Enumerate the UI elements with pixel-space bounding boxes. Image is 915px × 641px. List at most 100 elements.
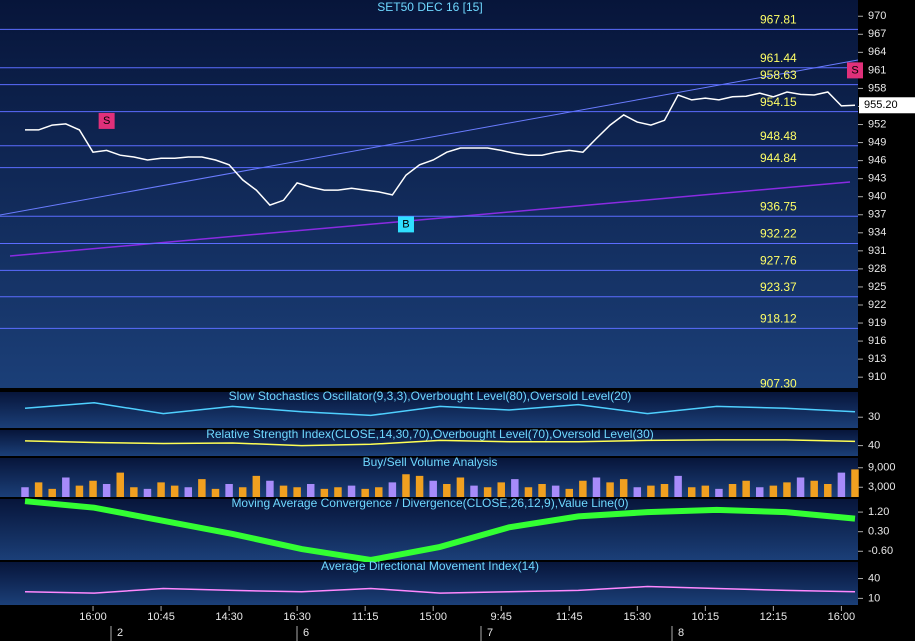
volume-bar [48,488,56,497]
volume-bar [415,475,424,497]
volume-bar [592,477,601,497]
data-line [25,91,856,206]
volume-bar [184,487,193,497]
signal-marker [847,62,863,79]
level-label: 923.37 [760,280,797,294]
volume-bar [320,488,329,497]
volume-bar [225,484,233,497]
level-label: 954.15 [760,95,797,109]
volume-bar [279,485,288,497]
volume-bar [443,484,451,497]
chart-title: SET50 DEC 16 [15] [377,0,482,14]
volume-bar [388,482,397,497]
y-tick-label: 925 [868,281,886,293]
panel-title: Slow Stochastics Oscillator(9,3,3),Overb… [229,389,632,403]
volume-bar [157,482,165,497]
data-line [24,498,856,564]
y-tick-label: 919 [868,317,886,329]
panel [0,458,858,497]
volume-bar [551,485,560,497]
x-tick-label: 12:15 [760,611,788,623]
volume-bar [211,488,220,497]
signal-label: S [851,64,858,76]
volume-bar [293,487,301,497]
volume-bar [306,484,315,497]
volume-bar [851,469,859,497]
volume-bar [824,484,832,497]
level-label: 948.48 [760,129,797,143]
y-tick-label: 3,000 [868,481,896,493]
y-tick-label: 931 [868,245,886,257]
day-label: 6 [303,627,309,639]
y-tick-label: 967 [868,28,886,40]
volume-bar [538,484,546,497]
signal-label: B [402,218,409,230]
volume-bar [579,480,587,497]
volume-bar [674,475,682,497]
volume-bar [715,488,723,497]
volume-bar [252,475,261,497]
volume-bar [619,479,628,497]
volume-bar [810,480,818,497]
volume-bar [511,479,519,497]
volume-bar [62,477,70,497]
y-tick-label: 9,000 [868,462,896,474]
y-tick-label: 916 [868,335,886,347]
day-label: 7 [487,627,493,639]
panel-title: Average Directional Movement Index(14) [321,559,539,573]
y-tick-label: 30 [868,411,880,423]
y-tick-label: 922 [868,299,886,311]
level-label: 958.63 [760,68,797,82]
panel-title: Buy/Sell Volume Analysis [363,455,498,469]
data-line [24,402,856,417]
y-tick-label: 961 [868,64,886,76]
panel-title: Moving Average Convergence / Divergence(… [231,496,628,510]
main-panel [0,0,858,388]
x-tick-label: 10:15 [692,611,720,623]
last-price-label: 955.20 [864,99,898,111]
y-tick-label: 940 [868,191,886,203]
volume-bar [728,484,737,497]
x-tick-label: 10:45 [147,611,175,623]
y-tick-label: -0.60 [868,545,893,557]
volume-bar [21,487,29,497]
trend-line [0,59,859,216]
signal-marker [98,112,115,129]
level-label: 967.81 [760,13,797,27]
y-tick-label: 928 [868,263,886,275]
y-tick-label: 913 [868,353,886,365]
volume-bar [456,477,465,497]
volume-bar [334,487,342,497]
signal-label: S [103,115,110,127]
level-label: 932.22 [760,227,797,241]
y-tick-label: 937 [868,209,886,221]
volume-bar [375,487,383,497]
x-tick-label: 16:00 [828,611,856,623]
volume-bar [742,480,750,497]
x-tick-label: 16:30 [283,611,311,623]
volume-bar [347,485,356,497]
y-tick-label: 943 [868,173,886,185]
x-tick-label: 16:00 [79,611,107,623]
volume-bar [102,484,111,497]
volume-bar [130,487,138,497]
volume-bar [796,477,805,497]
y-tick-label: 946 [868,155,886,167]
volume-bar [701,485,710,497]
level-label: 961.44 [760,51,797,65]
panel [0,562,858,605]
panel-title: Relative Strength Index(CLOSE,14,30,70),… [206,427,654,441]
day-label: 2 [117,627,123,639]
level-label: 907.30 [760,377,797,391]
volume-bar [34,482,43,497]
volume-bar [483,487,492,497]
data-line [24,439,856,447]
day-label: 8 [678,627,684,639]
volume-bar [633,487,642,497]
x-tick-label: 15:30 [624,611,652,623]
y-tick-label: 10 [868,592,880,604]
y-tick-label: 952 [868,118,886,130]
x-tick-label: 9:45 [491,611,512,623]
volume-bar [402,474,410,497]
